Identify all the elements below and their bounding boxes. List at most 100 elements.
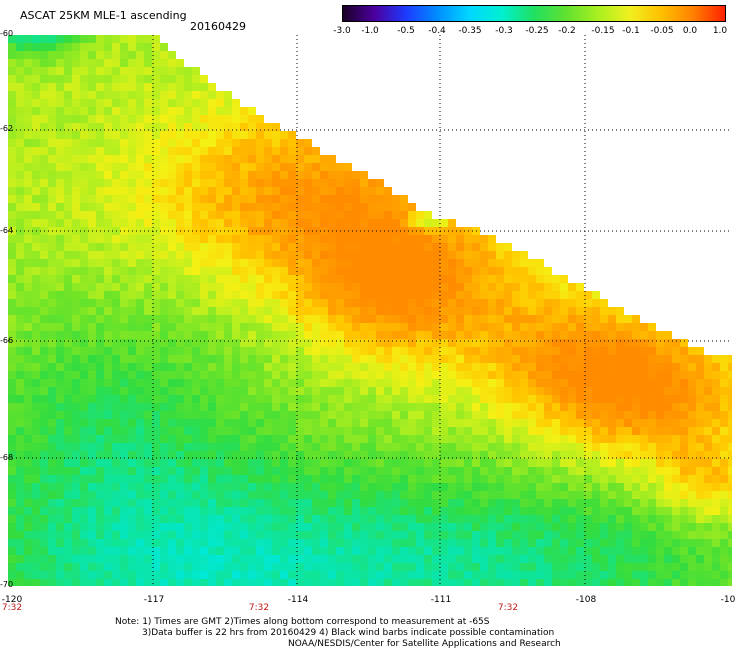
field-cell xyxy=(440,427,448,435)
field-cell xyxy=(368,427,376,435)
field-cell xyxy=(56,67,64,75)
field-cell xyxy=(472,523,480,531)
field-cell xyxy=(248,147,256,155)
field-cell xyxy=(280,387,288,395)
field-cell xyxy=(280,451,288,459)
field-cell xyxy=(32,107,40,115)
field-cell xyxy=(688,419,696,427)
field-cell xyxy=(544,379,552,387)
field-cell xyxy=(120,35,128,43)
field-cell xyxy=(136,531,144,539)
field-cell xyxy=(240,379,248,387)
field-cell xyxy=(312,491,320,499)
field-cell xyxy=(24,339,32,347)
field-cell xyxy=(632,475,640,483)
field-cell xyxy=(144,323,152,331)
field-cell xyxy=(88,363,96,371)
field-cell xyxy=(192,315,200,323)
field-cell xyxy=(552,483,560,491)
field-cell xyxy=(696,475,704,483)
field-cell xyxy=(624,427,632,435)
field-cell xyxy=(256,115,264,123)
field-cell xyxy=(240,387,248,395)
field-cell xyxy=(424,371,432,379)
field-cell xyxy=(280,531,288,539)
field-cell xyxy=(288,355,296,363)
field-cell xyxy=(408,339,416,347)
field-cell xyxy=(680,483,688,491)
field-cell xyxy=(488,235,496,243)
field-cell xyxy=(304,579,312,586)
field-cell xyxy=(264,371,272,379)
field-cell xyxy=(96,275,104,283)
field-cell xyxy=(160,523,168,531)
field-cell xyxy=(624,563,632,571)
field-cell xyxy=(416,475,424,483)
field-cell xyxy=(16,139,24,147)
field-cell xyxy=(64,395,72,403)
field-cell xyxy=(136,315,144,323)
field-cell xyxy=(488,299,496,307)
field-cell xyxy=(16,467,24,475)
field-cell xyxy=(96,563,104,571)
field-cell xyxy=(184,267,192,275)
field-cell xyxy=(16,555,24,563)
field-cell xyxy=(304,179,312,187)
field-cell xyxy=(144,315,152,323)
field-cell xyxy=(304,243,312,251)
field-cell xyxy=(152,555,160,563)
field-cell xyxy=(168,515,176,523)
field-cell xyxy=(144,115,152,123)
field-cell xyxy=(272,243,280,251)
field-cell xyxy=(328,547,336,555)
field-cell xyxy=(8,107,16,115)
field-cell xyxy=(648,435,656,443)
field-cell xyxy=(80,347,88,355)
field-cell xyxy=(328,443,336,451)
field-cell xyxy=(344,571,352,579)
field-cell xyxy=(16,323,24,331)
field-cell xyxy=(56,387,64,395)
field-cell xyxy=(400,515,408,523)
field-cell xyxy=(96,387,104,395)
field-cell xyxy=(168,291,176,299)
field-cell xyxy=(464,507,472,515)
field-cell xyxy=(104,91,112,99)
field-cell xyxy=(584,531,592,539)
field-cell xyxy=(48,251,56,259)
field-cell xyxy=(600,523,608,531)
field-cell xyxy=(8,147,16,155)
field-cell xyxy=(8,363,16,371)
field-cell xyxy=(280,179,288,187)
field-cell xyxy=(248,523,256,531)
field-cell xyxy=(112,35,120,43)
lat-label-62: -62 xyxy=(0,124,14,133)
field-cell xyxy=(376,219,384,227)
field-cell xyxy=(224,427,232,435)
field-cell xyxy=(576,387,584,395)
field-cell xyxy=(248,243,256,251)
field-cell xyxy=(472,547,480,555)
field-cell xyxy=(216,491,224,499)
field-cell xyxy=(656,499,664,507)
field-cell xyxy=(16,435,24,443)
field-cell xyxy=(264,131,272,139)
field-cell xyxy=(56,347,64,355)
field-cell xyxy=(504,323,512,331)
field-cell xyxy=(256,475,264,483)
field-cell xyxy=(232,171,240,179)
field-cell xyxy=(232,507,240,515)
field-cell xyxy=(504,507,512,515)
field-cell xyxy=(80,411,88,419)
field-cell xyxy=(552,571,560,579)
field-cell xyxy=(504,395,512,403)
field-cell xyxy=(96,571,104,579)
field-cell xyxy=(144,83,152,91)
field-cell xyxy=(584,435,592,443)
field-cell xyxy=(304,419,312,427)
field-cell xyxy=(416,347,424,355)
field-cell xyxy=(112,171,120,179)
field-cell xyxy=(520,307,528,315)
field-cell xyxy=(144,451,152,459)
field-cell xyxy=(656,483,664,491)
